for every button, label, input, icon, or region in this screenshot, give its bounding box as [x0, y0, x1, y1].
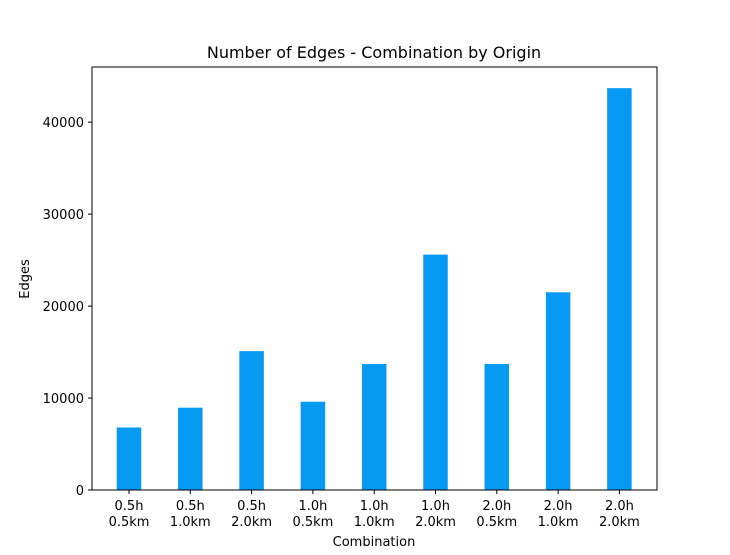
x-tick-label: 2.0km	[231, 515, 272, 530]
x-tick-label: 1.0km	[354, 515, 395, 530]
x-tick-label: 0.5km	[292, 515, 333, 530]
bar-5	[361, 364, 387, 490]
x-tick-label: 0.5km	[476, 515, 517, 530]
x-tick-label: 0.5h	[237, 499, 266, 514]
x-axis-label: Combination	[333, 535, 416, 550]
x-tick-label: 1.0h	[298, 499, 327, 514]
ticks-layer: 0.5h0.5km0.5h1.0km0.5h2.0km1.0h0.5km1.0h…	[43, 116, 640, 530]
plot-area-frame	[91, 66, 658, 491]
y-tick-label: 40000	[43, 116, 84, 131]
bar-2	[178, 407, 203, 490]
bar-7	[484, 364, 510, 490]
y-axis-label: Edges	[18, 259, 33, 299]
bar-6	[423, 254, 448, 490]
bar-4	[300, 401, 326, 490]
bar-9	[607, 88, 632, 491]
bars-layer	[116, 88, 632, 491]
x-tick-label: 2.0h	[605, 499, 634, 514]
y-tick-label: 30000	[43, 208, 84, 223]
x-tick-label: 2.0km	[599, 515, 640, 530]
x-tick-label: 1.0km	[170, 515, 211, 530]
y-tick-label: 20000	[43, 300, 84, 315]
x-tick-label: 0.5km	[109, 515, 150, 530]
y-tick-label: 0	[76, 484, 84, 499]
bar-8	[545, 292, 571, 490]
x-tick-label: 0.5h	[115, 499, 144, 514]
chart-title: Number of Edges - Combination by Origin	[207, 43, 541, 62]
x-tick-label: 0.5h	[176, 499, 205, 514]
x-tick-label: 2.0km	[415, 515, 456, 530]
x-tick-label: 1.0h	[360, 499, 389, 514]
bar-1	[116, 427, 142, 490]
bar-3	[239, 351, 264, 490]
x-tick-label: 2.0h	[482, 499, 511, 514]
x-tick-label: 2.0h	[544, 499, 573, 514]
y-tick-label: 10000	[43, 392, 84, 407]
x-tick-label: 1.0h	[421, 499, 450, 514]
x-tick-label: 1.0km	[538, 515, 579, 530]
